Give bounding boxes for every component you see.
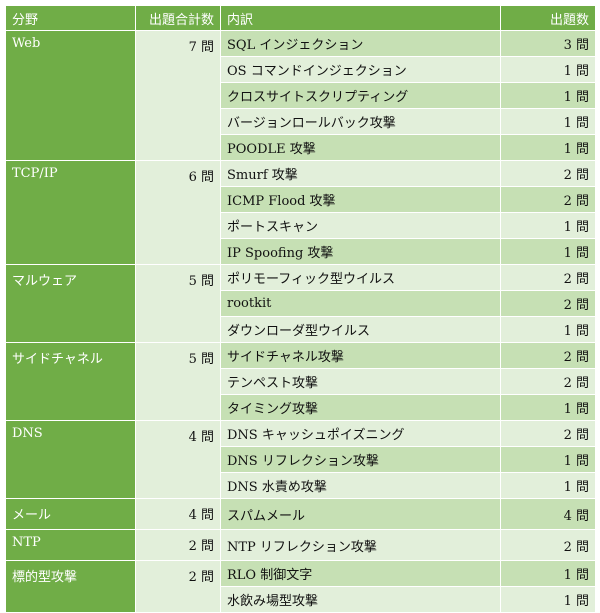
item-count-cell: 2 問 — [500, 420, 596, 447]
total-cell: 5 問 — [135, 264, 221, 343]
item-name-cell: スパムメール — [220, 498, 501, 530]
total-cell: 2 問 — [135, 529, 221, 561]
attack-summary-table-wrapper: 分野 出題合計数 内訳 出題数 Web 7 問 SQL インジェクション 3 問 OS … — [5, 5, 596, 613]
category-cell: NTP — [5, 529, 136, 561]
table-row: DNS 水責め攻撃 1 問 — [6, 472, 596, 499]
table-row: テンペスト攻撃 2 問 — [6, 368, 596, 395]
total-cell: 4 問 — [135, 498, 221, 530]
item-count-cell: 2 問 — [500, 186, 596, 213]
table-row: POODLE 攻撃 1 問 — [6, 134, 596, 161]
table-row: ICMP Flood 攻撃 2 問 — [6, 186, 596, 213]
attack-summary-table: 分野 出題合計数 内訳 出題数 Web 7 問 SQL インジェクション 3 問 OS … — [5, 5, 596, 613]
item-count-cell: 2 問 — [500, 529, 596, 561]
table-row: タイミング攻撃 1 問 — [6, 394, 596, 421]
item-name-cell: ICMP Flood 攻撃 — [220, 186, 501, 213]
item-count-cell: 4 問 — [500, 498, 596, 530]
item-count-cell: 1 問 — [500, 316, 596, 343]
item-name-cell: Smurf 攻撃 — [220, 160, 501, 187]
item-count-cell: 3 問 — [500, 30, 596, 57]
item-name-cell: OS コマンドインジェクション — [220, 56, 501, 83]
table-row: サイドチャネル 5 問サイドチャネル攻撃 2 問 — [5, 342, 596, 421]
item-name-cell: サイドチャネル攻撃 — [220, 342, 501, 369]
item-name-cell: ポリモーフィック型ウイルス — [220, 264, 501, 291]
item-name-cell: バージョンロールバック攻撃 — [220, 108, 501, 135]
table-row: ポートスキャン 1 問 — [6, 212, 596, 239]
total-cell: 5 問 — [135, 342, 221, 421]
item-count-cell: 2 問 — [500, 368, 596, 395]
item-count-cell: 1 問 — [500, 446, 596, 473]
item-count-cell: 2 問 — [500, 290, 596, 317]
category-cell: TCP/IP — [5, 160, 136, 265]
item-count-cell: 1 問 — [500, 212, 596, 239]
item-name-cell: SQL インジェクション — [220, 30, 501, 57]
item-name-cell: IP Spoofing 攻撃 — [220, 238, 501, 265]
table-row: NTP 2 問 NTP リフレクション攻撃 2 問 — [5, 529, 596, 561]
header-count: 出題数 — [500, 5, 596, 31]
item-name-cell: POODLE 攻撃 — [220, 134, 501, 161]
table-row: バージョンロールバック攻撃 1 問 — [6, 108, 596, 135]
item-name-cell: DNS リフレクション攻撃 — [220, 446, 501, 473]
table-row: DNS 4 問 DNS キャッシュポイズニング 2 問 — [5, 420, 596, 499]
table-row: メール 4 問スパムメール 4 問 — [5, 498, 596, 530]
item-count-cell: 1 問 — [500, 472, 596, 499]
item-count-cell: 1 問 — [500, 394, 596, 421]
table-row: 標的型攻撃 2 問 RLO 制御文字 1 問 — [5, 560, 596, 613]
item-count-cell: 1 問 — [500, 238, 596, 265]
table-row: DNS リフレクション攻撃 1 問 — [6, 446, 596, 473]
total-cell: 6 問 — [135, 160, 221, 265]
category-cell: サイドチャネル — [5, 342, 136, 421]
item-count-cell: 2 問 — [500, 264, 596, 291]
table-row: IP Spoofing 攻撃 1 問 — [6, 238, 596, 265]
item-name-cell: DNS 水責め攻撃 — [220, 472, 501, 499]
item-count-cell: 1 問 — [500, 56, 596, 83]
header-category: 分野 — [5, 5, 136, 31]
table-row: OS コマンドインジェクション 1 問 — [6, 56, 596, 83]
total-cell: 7 問 — [135, 30, 221, 161]
item-name-cell: rootkit — [220, 290, 501, 317]
item-name-cell: ポートスキャン — [220, 212, 501, 239]
table-row: Web 7 問 SQL インジェクション 3 問 — [5, 30, 596, 161]
item-count-cell: 1 問 — [500, 108, 596, 135]
item-name-cell: ダウンローダ型ウイルス — [220, 316, 501, 343]
item-name-cell: DNS キャッシュポイズニング — [220, 420, 501, 447]
item-count-cell: 2 問 — [500, 342, 596, 369]
category-cell: Web — [5, 30, 136, 161]
category-cell: DNS — [5, 420, 136, 499]
item-count-cell: 1 問 — [500, 560, 596, 587]
category-cell: メール — [5, 498, 136, 530]
item-name-cell: 水飲み場型攻撃 — [220, 586, 501, 613]
total-cell: 2 問 — [135, 560, 221, 613]
table-body: Web 7 問 SQL インジェクション 3 問 OS コマンドインジェクション 1 問ク… — [5, 30, 596, 613]
item-name-cell: RLO 制御文字 — [220, 560, 501, 587]
category-cell: 標的型攻撃 — [5, 560, 136, 613]
header-total: 出題合計数 — [135, 5, 221, 31]
item-name-cell: クロスサイトスクリプティング — [220, 82, 501, 109]
total-cell: 4 問 — [135, 420, 221, 499]
table-row: rootkit 2 問 — [6, 290, 596, 317]
category-cell: マルウェア — [5, 264, 136, 343]
item-count-cell: 1 問 — [500, 586, 596, 613]
header-item: 内訳 — [220, 5, 501, 31]
item-count-cell: 1 問 — [500, 134, 596, 161]
item-name-cell: タイミング攻撃 — [220, 394, 501, 421]
item-count-cell: 1 問 — [500, 82, 596, 109]
table-row: マルウェア 5 問ポリモーフィック型ウイルス 2 問 — [5, 264, 596, 343]
item-name-cell: テンペスト攻撃 — [220, 368, 501, 395]
item-name-cell: NTP リフレクション攻撃 — [220, 529, 501, 561]
header-row: 分野 出題合計数 内訳 出題数 — [5, 5, 596, 31]
table-row: TCP/IP 6 問 Smurf 攻撃 2 問 — [5, 160, 596, 265]
item-count-cell: 2 問 — [500, 160, 596, 187]
